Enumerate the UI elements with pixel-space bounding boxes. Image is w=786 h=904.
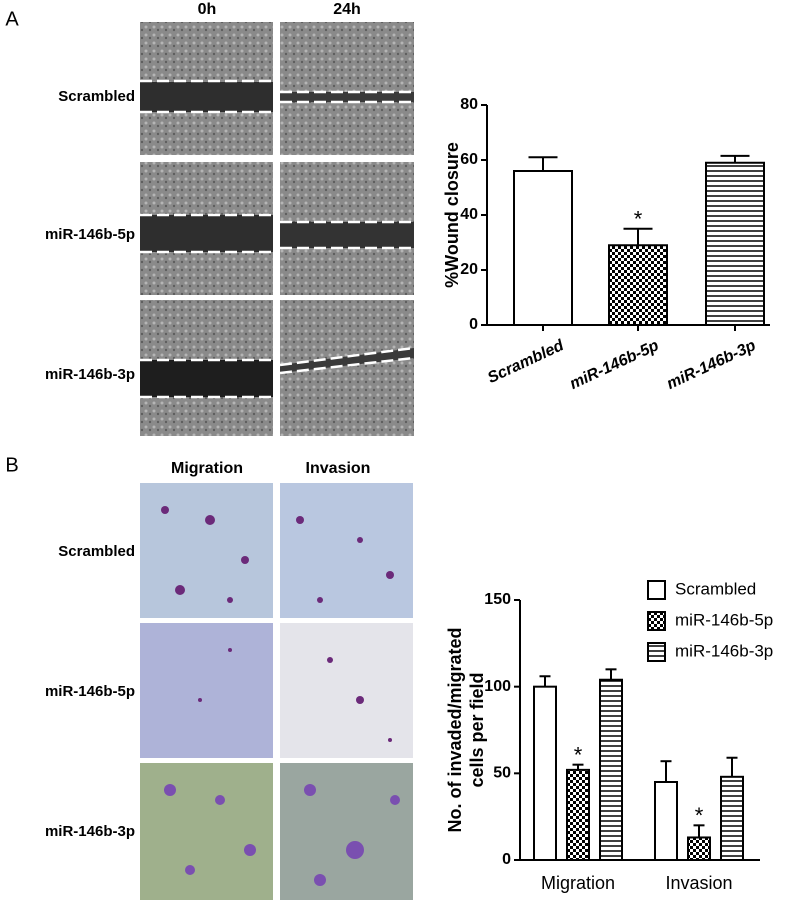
significance-marker: * xyxy=(695,803,704,828)
y-axis-label: cells per field xyxy=(467,672,487,787)
row-label: miR-146b-5p xyxy=(45,683,135,700)
y-tick-label: 50 xyxy=(493,765,511,782)
bar xyxy=(687,836,711,862)
charts: 0 20 40 60 80 %Wound closure Scrambled * miR-146… xyxy=(442,96,774,893)
x-tick-label: Scrambled xyxy=(485,337,567,388)
row-label: miR-146b-3p xyxy=(45,823,135,840)
legend-label: miR-146b-3p xyxy=(675,641,773,660)
legend-label: miR-146b-5p xyxy=(675,610,773,629)
row-label: Scrambled xyxy=(58,543,135,560)
bar xyxy=(533,685,557,862)
significance-marker: * xyxy=(574,742,583,767)
column-header: Migration xyxy=(171,460,243,477)
y-tick-label: 40 xyxy=(460,206,478,223)
y-axis-label: No. of invaded/migrated xyxy=(445,627,465,832)
bar xyxy=(705,161,765,326)
panel-label: A xyxy=(5,8,19,30)
y-tick-label: 20 xyxy=(460,261,478,278)
legend-label: Scrambled xyxy=(675,579,756,598)
bar xyxy=(720,775,744,861)
y-tick-label: 60 xyxy=(460,151,478,168)
y-tick-label: 0 xyxy=(502,851,511,868)
x-tick-label: Migration xyxy=(541,873,615,893)
panel-labels: A 0h 24h Scrambled miR-146b-5p miR-146b-3p B Mi… xyxy=(5,1,370,840)
column-header: Invasion xyxy=(306,460,371,477)
significance-marker: * xyxy=(634,207,643,232)
bar xyxy=(654,781,678,861)
column-header: 0h xyxy=(198,1,217,18)
legend-swatch xyxy=(647,580,666,600)
x-tick-label: miR-146b-3p xyxy=(664,337,758,393)
row-label: miR-146b-3p xyxy=(45,366,135,383)
bar xyxy=(599,678,623,861)
bar xyxy=(608,244,668,326)
panel-label: B xyxy=(5,454,18,476)
x-tick-label: miR-146b-5p xyxy=(567,337,661,393)
bar xyxy=(566,768,590,861)
x-tick-label: Invasion xyxy=(665,873,732,893)
y-tick-label: 150 xyxy=(484,591,511,608)
y-tick-label: 80 xyxy=(460,96,478,113)
legend-swatch xyxy=(647,642,666,662)
y-axis-label: %Wound closure xyxy=(442,142,462,288)
row-label: miR-146b-5p xyxy=(45,226,135,243)
row-label: Scrambled xyxy=(58,88,135,105)
micrographs xyxy=(140,22,415,900)
legend-swatch xyxy=(647,611,666,631)
y-tick-label: 100 xyxy=(484,678,511,695)
bar xyxy=(513,170,573,326)
y-tick-label: 0 xyxy=(469,316,478,333)
column-header: 24h xyxy=(333,1,361,18)
